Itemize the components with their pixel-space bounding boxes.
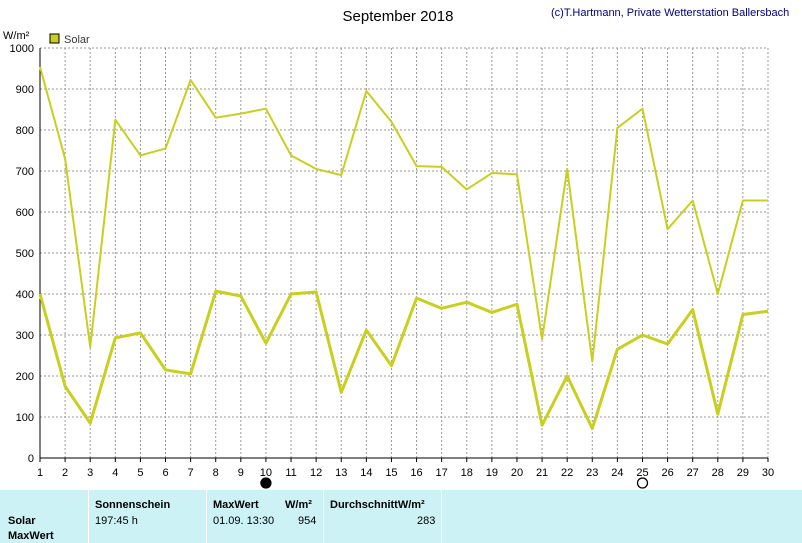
- x-tick-label: 28: [712, 467, 724, 479]
- legend-swatch: [49, 33, 60, 44]
- x-tick-label: 5: [137, 467, 143, 479]
- y-tick-label: 0: [28, 453, 34, 465]
- divider: [441, 490, 442, 543]
- y-axis: 0 100 200 300 400 500 600 700 800 900 1000: [10, 43, 41, 465]
- max-datetime: 01.09. 13:30: [213, 515, 275, 527]
- x-tick-label: 3: [87, 467, 93, 479]
- x-tick-label: 8: [213, 467, 219, 479]
- x-tick-label: 9: [238, 467, 244, 479]
- x-tick-label: 29: [737, 467, 749, 479]
- x-tick-label: 18: [461, 467, 473, 479]
- x-tick-label: 15: [385, 467, 397, 479]
- series-layer: [38, 66, 769, 430]
- legend-label: Solar: [64, 34, 90, 46]
- x-tick-label: 11: [285, 467, 296, 479]
- max-unit: W/m²: [285, 499, 312, 511]
- x-tick-label: 7: [188, 467, 194, 479]
- moon-markers: [260, 477, 649, 489]
- x-tick-label: 2: [62, 467, 68, 479]
- x-tick-label: 20: [511, 467, 523, 479]
- y-tick-label: 600: [16, 207, 34, 219]
- x-tick-label: 21: [536, 467, 548, 479]
- x-tick-label: 30: [762, 467, 774, 479]
- x-tick-label: 1: [37, 467, 43, 479]
- x-tick-label: 22: [561, 467, 573, 479]
- x-tick-label: 27: [687, 467, 699, 479]
- average-header: DurchschnittW/m²: [330, 499, 425, 511]
- series-line-daily-max: [39, 66, 768, 363]
- y-tick-label: 900: [16, 84, 34, 96]
- row-label-maxwert: MaxWert: [8, 530, 54, 542]
- max-header: MaxWert: [213, 499, 259, 511]
- y-tick-label: 800: [16, 125, 34, 137]
- statistics-panel: Solar MaxWert Sonnenschein 197:45 h MaxW…: [0, 490, 802, 543]
- solar-chart: September 2018 (c)T.Hartmann, Private We…: [3, 7, 789, 489]
- max-value: 954: [298, 515, 317, 527]
- x-tick-label: 14: [360, 467, 372, 479]
- y-tick-label: 500: [16, 248, 34, 260]
- x-tick-label: 12: [310, 467, 322, 479]
- sunshine-header: Sonnenschein: [95, 499, 171, 511]
- x-tick-label: 26: [661, 467, 673, 479]
- new-moon-icon: [260, 477, 272, 489]
- divider: [88, 490, 89, 543]
- x-tick-label: 23: [586, 467, 598, 479]
- y-tick-label: 400: [16, 289, 34, 301]
- y-tick-label: 300: [16, 330, 34, 342]
- average-value: 283: [417, 515, 436, 527]
- divider: [206, 490, 207, 543]
- x-axis: 1 2 3 4 5 6 7 8 9 10 11 12 13 14 15 16 17 18 19 20 21 22 23 24 2…: [37, 457, 774, 479]
- x-tick-label: 13: [335, 467, 347, 479]
- series-line-daily-average: [38, 289, 769, 430]
- row-label-solar: Solar: [8, 515, 36, 527]
- x-tick-label: 24: [611, 467, 623, 479]
- y-tick-label: 700: [16, 166, 34, 178]
- grid: [40, 47, 769, 458]
- chart-credit: (c)T.Hartmann, Private Wetterstation Bal…: [551, 7, 789, 19]
- divider: [323, 490, 324, 543]
- x-tick-label: 25: [636, 467, 648, 479]
- x-tick-label: 19: [486, 467, 498, 479]
- y-tick-label: 200: [16, 371, 34, 383]
- x-tick-label: 16: [410, 467, 422, 479]
- x-tick-label: 4: [112, 467, 118, 479]
- y-tick-label: 100: [16, 412, 34, 424]
- x-tick-label: 17: [436, 467, 448, 479]
- chart-title: September 2018: [343, 8, 454, 25]
- x-tick-label: 10: [260, 467, 272, 479]
- y-tick-label: 1000: [10, 43, 34, 55]
- sunshine-value: 197:45 h: [95, 515, 138, 527]
- y-unit-label: W/m²: [3, 30, 30, 42]
- x-tick-label: 6: [162, 467, 168, 479]
- full-moon-icon: [636, 477, 649, 489]
